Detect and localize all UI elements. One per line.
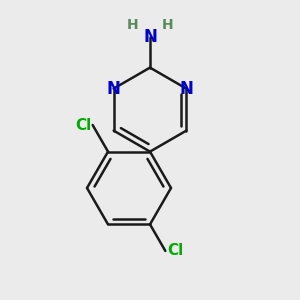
Text: Cl: Cl — [167, 243, 183, 258]
Text: H: H — [126, 18, 138, 32]
Text: N: N — [179, 80, 193, 98]
Text: Cl: Cl — [75, 118, 91, 133]
Text: H: H — [162, 18, 174, 32]
Text: N: N — [107, 80, 121, 98]
Text: N: N — [143, 28, 157, 46]
